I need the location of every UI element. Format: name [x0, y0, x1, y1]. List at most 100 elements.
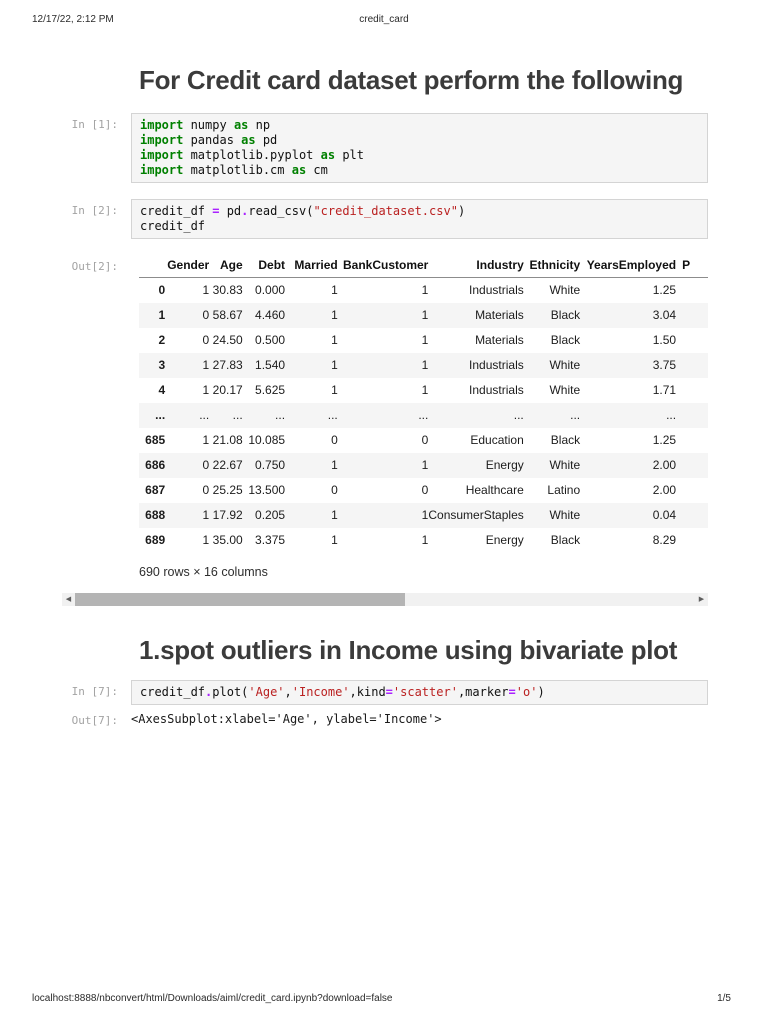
table-cell: 1 — [421, 283, 429, 298]
table-cell: 0.000 — [255, 283, 286, 298]
table-cell: 1.71 — [652, 383, 677, 398]
print-datetime: 12/17/22, 2:12 PM — [32, 14, 114, 25]
table-cell: Latino — [547, 483, 581, 498]
table-cell: 1 — [331, 283, 338, 298]
code-token: import — [140, 132, 184, 147]
column-header: Debt — [242, 254, 286, 279]
row-index-cell: 3 — [158, 358, 166, 373]
table-cell: Energy — [485, 533, 524, 548]
table-row: 3 1 27.83 1.540 1 1 Industrials White 3.75 — [139, 352, 708, 378]
table-cell: 1 — [331, 533, 338, 548]
table-cell: ... — [513, 408, 524, 423]
dataframe-scroll-region[interactable]: Gender Age Debt Married BankCustomer Industry… — [139, 254, 708, 553]
output-cell-7: Out[7]: <AxesSubplot:xlabel='Age', ylabe… — [62, 709, 708, 727]
code-token: import — [140, 117, 184, 132]
scrollbar-thumb[interactable] — [75, 592, 405, 606]
table-cell: 2.00 — [652, 483, 677, 498]
table-cell-clipped — [676, 378, 708, 403]
table-cell: White — [549, 283, 581, 298]
table-cell: 0 — [421, 483, 429, 498]
table-cell: Healthcare — [465, 483, 524, 498]
table-row: 4 1 20.17 5.625 1 1 Industrials White 1.71 — [139, 378, 708, 403]
code-token: ) — [457, 203, 466, 218]
table-cell: 0.500 — [255, 333, 286, 348]
code-token: import — [140, 147, 184, 162]
table-row: 688 1 17.92 0.205 1 1 ConsumerStaples White 0.04 — [139, 502, 708, 528]
code-token: cm — [306, 162, 328, 177]
table-cell: Education — [470, 433, 524, 448]
table-cell: 0 — [202, 308, 210, 323]
code-token: 'Income' — [291, 685, 350, 700]
row-index-cell: 689 — [145, 533, 166, 548]
table-cell: 1.25 — [652, 283, 677, 298]
scroll-left-arrow-icon[interactable]: ◀ — [65, 595, 72, 603]
table-cell: 0 — [202, 483, 210, 498]
code-token: numpy — [183, 117, 234, 132]
column-header: Industry — [428, 254, 524, 279]
table-cell: 1 — [202, 433, 210, 448]
code-token: ,marker — [457, 685, 509, 700]
code-cell-2: In [2]: credit_df = pd.read_csv("credit_… — [62, 198, 708, 239]
table-row: 687 0 25.25 13.500 0 0 Healthcare Latino 2.00 — [139, 478, 708, 503]
code-token: ,kind — [349, 685, 386, 700]
table-row: 686 0 22.67 0.750 1 1 Energy White 2.00 — [139, 452, 708, 478]
code-area-1: import numpy as np import pandas as pd i… — [131, 112, 708, 183]
table-cell-clipped — [676, 503, 708, 528]
table-cell-clipped — [676, 353, 708, 378]
row-index-cell: ... — [155, 408, 166, 423]
column-header: Married — [285, 254, 338, 279]
notebook-content: For Credit card dataset perform the foll… — [62, 0, 708, 727]
table-cell: 4.460 — [255, 308, 286, 323]
code-token: = — [385, 685, 393, 700]
row-index-cell: 1 — [158, 308, 166, 323]
table-cell: 17.92 — [212, 508, 243, 523]
code-token: pd — [255, 132, 278, 147]
table-cell: 0 — [202, 333, 210, 348]
code-token: as — [233, 117, 249, 132]
table-cell: 58.67 — [212, 308, 243, 323]
table-header-row: Gender Age Debt Married BankCustomer Industry… — [139, 254, 708, 279]
output-prompt-7: Out[7]: — [71, 714, 118, 728]
table-cell: 5.625 — [255, 383, 286, 398]
print-header: 12/17/22, 2:12 PM credit_card — [32, 14, 736, 25]
table-cell: 3.04 — [652, 308, 677, 323]
table-cell: Materials — [475, 333, 524, 348]
scroll-right-arrow-icon[interactable]: ▶ — [698, 595, 705, 603]
table-cell: ... — [327, 408, 338, 423]
table-cell: 0 — [331, 433, 338, 448]
table-cell: 0.750 — [255, 458, 286, 473]
code-token: 'Age' — [248, 685, 285, 700]
code-token: 'scatter' — [392, 685, 458, 700]
table-cell: 1 — [421, 508, 429, 523]
table-cell: Industrials — [469, 383, 524, 398]
row-index-cell: 685 — [145, 433, 166, 448]
table-cell: ConsumerStaples — [428, 508, 524, 523]
table-cell: 1 — [331, 458, 338, 473]
code-token: "credit_dataset.csv" — [313, 203, 458, 218]
table-cell: 35.00 — [212, 533, 243, 548]
table-cell: Black — [550, 433, 581, 448]
print-header-spacer — [504, 14, 736, 25]
table-row: 2 0 24.50 0.500 1 1 Materials Black 1.50 — [139, 328, 708, 353]
table-row: ........................... — [139, 402, 708, 428]
table-cell: 1 — [202, 533, 210, 548]
column-header: Ethnicity — [523, 254, 581, 279]
table-cell: ... — [232, 408, 243, 423]
table-cell: Black — [550, 333, 581, 348]
column-header: YearsEmployed — [580, 254, 677, 279]
table-cell: Black — [550, 308, 581, 323]
document-title: credit_card — [359, 14, 409, 25]
horizontal-scrollbar[interactable]: ◀ ▶ — [62, 592, 708, 606]
table-cell: White — [549, 458, 581, 473]
output-prompt-2: Out[2]: — [71, 259, 118, 273]
table-cell: 1 — [331, 383, 338, 398]
table-cell: ... — [570, 408, 581, 423]
code-token: credit_df — [140, 218, 206, 233]
output-cell-2: Out[2]: Gender Age Debt Married BankCustomer… — [62, 254, 708, 553]
column-header-clipped: P — [676, 254, 708, 279]
print-url: localhost:8888/nbconvert/html/Downloads/… — [32, 993, 393, 1004]
input-prompt-7: In [7]: — [71, 685, 118, 699]
table-cell: Materials — [475, 308, 524, 323]
dataframe-summary: 690 rows × 16 columns — [139, 564, 268, 579]
input-prompt-1: In [1]: — [71, 117, 118, 131]
